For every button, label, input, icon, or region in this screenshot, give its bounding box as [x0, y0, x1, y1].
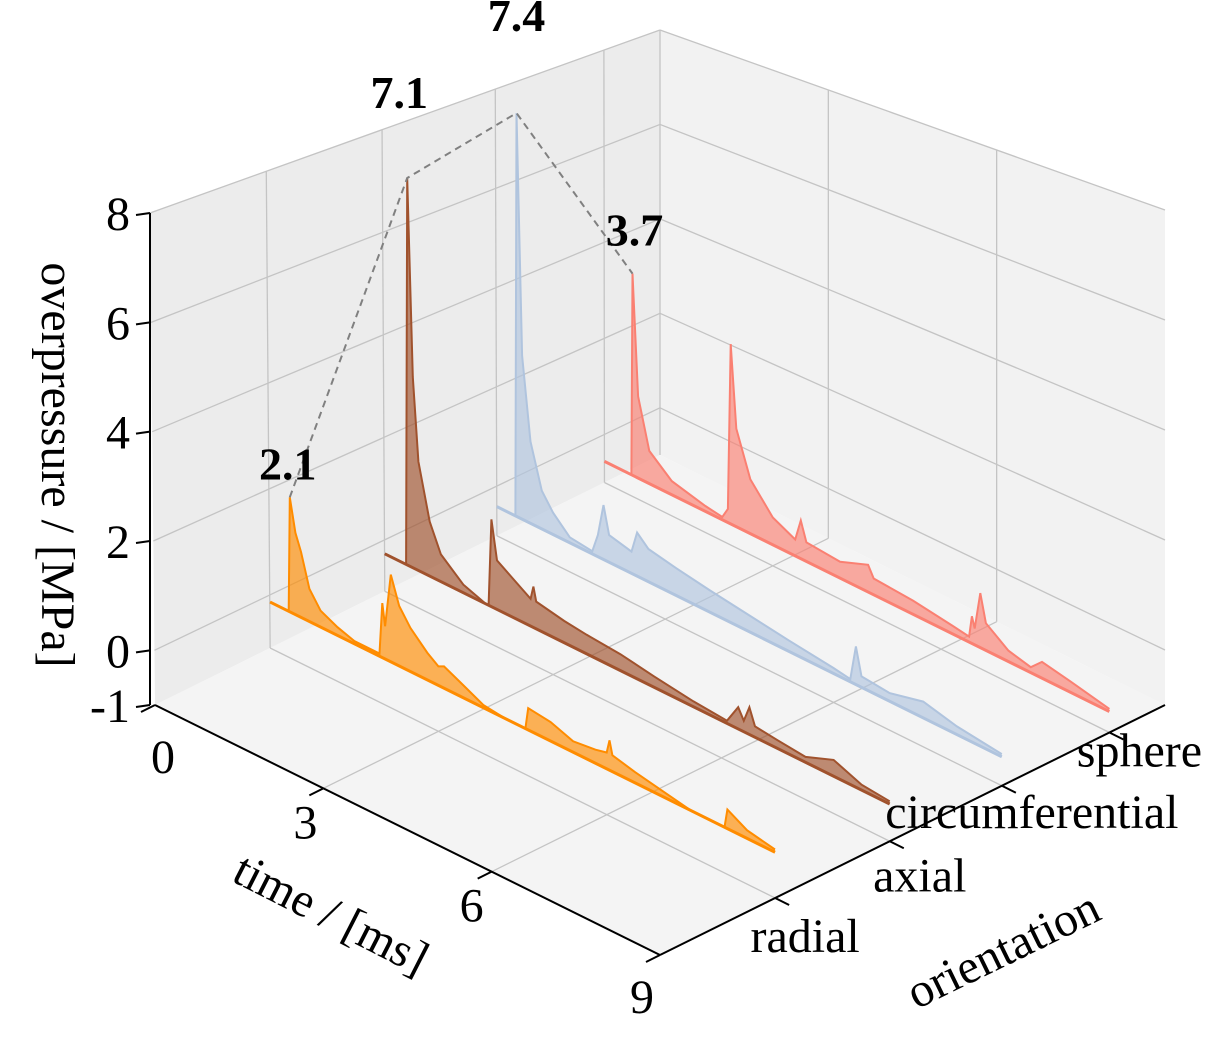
z-tick-label: 8 [106, 188, 130, 241]
time-tick-label: 6 [460, 880, 484, 933]
orientation-axis-line [659, 704, 1166, 956]
z-tick-mark [135, 212, 151, 216]
series-baseline-axial [384, 552, 891, 806]
z-tick-mark [135, 704, 151, 708]
z-tick-mark [135, 649, 151, 654]
orientation-tick-label-sphere: sphere [1077, 725, 1202, 778]
grid-lines [149, 29, 1166, 899]
z-gridline-right [659, 218, 1166, 431]
orientation-tick-mark [889, 840, 905, 850]
z-tick-mark [135, 430, 151, 435]
peak-label-circumferential: 7.4 [488, 0, 546, 41]
z-gridline-left [150, 123, 661, 323]
peak-annotations: 2.1 7.1 7.4 3.7 [259, 0, 664, 498]
time-gridline-floor [323, 537, 829, 789]
series-line-radial [269, 497, 776, 851]
x-axis-label: time / [ms] [225, 843, 437, 986]
series-baseline-circumferential [496, 505, 1003, 759]
time-tick-label: 0 [151, 731, 175, 784]
orientation-gridline-floor [269, 647, 776, 899]
z-axis-label: overpressure / [MPa] [31, 262, 84, 667]
orientation-tick-mark [774, 897, 790, 906]
time-tick-mark [140, 704, 156, 713]
time-gridline-floor [491, 621, 997, 873]
peak-label-radial: 2.1 [259, 438, 317, 489]
time-tick-mark [308, 787, 324, 797]
series-group [269, 113, 1111, 854]
orientation-gridline-wall [381, 129, 386, 592]
orientation-tick-label-axial: axial [873, 849, 966, 902]
peak-label-sphere: 3.7 [606, 205, 664, 256]
peak-label-axial: 7.1 [370, 67, 428, 118]
peak-dashed-line [288, 111, 634, 498]
orientation-gridline-wall [603, 50, 606, 483]
orientation-gridline-floor [604, 481, 1110, 734]
orientation-gridline-wall [494, 89, 498, 536]
time-tick-label: 9 [630, 971, 654, 1024]
z-tick-label: 0 [106, 625, 130, 678]
time-tick-mark [477, 870, 493, 880]
time-tick-label: 3 [293, 796, 317, 849]
series-line-circumferential [496, 113, 1003, 755]
left-wall-pane [150, 30, 660, 705]
orientation-gridline-floor [384, 590, 891, 842]
series-baseline-radial [269, 600, 776, 854]
tick-labels: -1024680369radialaxialcircumferentialsph… [90, 188, 1202, 1024]
time-axis-line [154, 704, 661, 956]
series-baseline-sphere [603, 460, 1111, 713]
series-line-sphere [604, 273, 1110, 710]
axes-lines [149, 213, 1166, 956]
series-line-axial [384, 177, 891, 803]
z-gridline-right [659, 407, 1166, 651]
z-gridline-right [659, 29, 1166, 211]
z-tick-label: -1 [90, 680, 130, 733]
series-area-circumferential [496, 113, 1002, 757]
orientation-tick-label-radial: radial [751, 910, 860, 963]
orientation-gridline-wall [265, 171, 271, 649]
z-gridline-left [149, 29, 661, 214]
right-wall-pane [660, 30, 1165, 705]
z-tick-mark [135, 321, 151, 326]
z-tick-label: 2 [106, 516, 130, 569]
orientation-tick-mark [1001, 784, 1017, 794]
z-tick-mark [135, 540, 151, 544]
time-tick-mark [645, 954, 661, 963]
z-tick-label: 4 [106, 407, 130, 460]
z-tick-label: 6 [106, 297, 130, 350]
orientation-gridline-floor [496, 535, 1003, 787]
orientation-tick-label-circumferential: circumferential [885, 786, 1178, 839]
orientation-tick-mark [1109, 731, 1124, 741]
z-gridline-right [659, 123, 1166, 321]
z-gridline-right [659, 312, 1166, 541]
